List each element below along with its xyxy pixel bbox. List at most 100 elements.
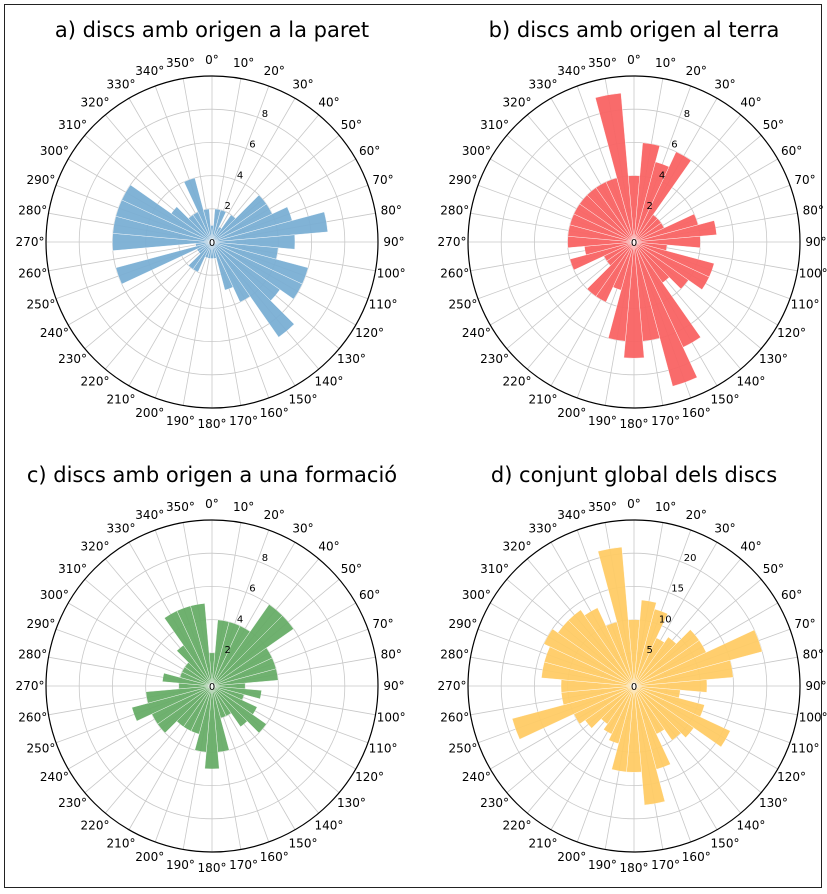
- radial-tick-label: 0: [209, 238, 215, 249]
- angle-tick-label: 100°: [799, 711, 827, 725]
- bar: [211, 685, 248, 728]
- angle-tick-label: 180°: [620, 861, 649, 875]
- angle-tick-label: 140°: [315, 374, 344, 388]
- angle-tick-label: 220°: [81, 374, 110, 388]
- angle-tick-label: 50°: [341, 118, 362, 132]
- bar: [211, 685, 267, 734]
- radial-tick-label: 6: [249, 584, 255, 595]
- bar: [597, 546, 635, 687]
- angle-tick-label: 30°: [714, 521, 735, 535]
- angle-tick-label: 210°: [107, 393, 136, 407]
- bar: [211, 241, 234, 291]
- angle-tick-label: 220°: [503, 818, 532, 832]
- bar: [121, 184, 213, 243]
- radial-tick-label: 5: [646, 645, 652, 656]
- bar: [569, 241, 635, 271]
- radial-tick-label: 0: [631, 682, 637, 693]
- grid-ring: [78, 108, 346, 376]
- angle-tick-label: 320°: [503, 540, 532, 554]
- bar: [567, 609, 635, 687]
- angle-tick-label: 90°: [383, 235, 404, 249]
- angle-tick-label: 120°: [777, 326, 806, 340]
- angle-tick-label: 60°: [781, 588, 802, 602]
- angle-tick-label: 10°: [655, 500, 676, 514]
- radial-tick-label: 6: [671, 140, 677, 151]
- angle-tick-label: 240°: [462, 770, 491, 784]
- angle-tick-label: 230°: [480, 796, 509, 810]
- angle-tick-label: 140°: [737, 818, 766, 832]
- radial-tick-label: 0: [209, 682, 215, 693]
- angle-tick-label: 110°: [369, 741, 398, 755]
- angle-tick-label: 330°: [107, 521, 136, 535]
- grid-spoke: [68, 241, 213, 326]
- angle-tick-label: 50°: [763, 118, 784, 132]
- angle-tick-label: 210°: [529, 837, 558, 851]
- radial-labels: 0 2 4 6 8: [631, 109, 690, 249]
- angle-tick-label: 220°: [503, 374, 532, 388]
- bar: [131, 685, 213, 722]
- bar: [633, 659, 734, 687]
- angle-tick-label: 310°: [480, 562, 509, 576]
- angle-tick-label: 260°: [18, 267, 47, 281]
- angle-tick-label: 50°: [341, 562, 362, 576]
- angle-tick-label: 60°: [359, 588, 380, 602]
- angle-tick-label: 0°: [205, 53, 219, 67]
- radial-labels: 0 5 10 15 20: [631, 553, 697, 693]
- bar: [633, 685, 695, 738]
- angle-tick-label: 280°: [18, 203, 47, 217]
- grid-ring: [112, 586, 312, 787]
- grid-spoke: [182, 241, 213, 406]
- angle-tick-label: 70°: [372, 173, 393, 187]
- radial-tick-label: 8: [262, 109, 268, 120]
- angle-tick-label: 190°: [588, 858, 617, 872]
- angle-tick-label: 200°: [135, 850, 164, 864]
- radial-tick-label: 4: [237, 614, 243, 625]
- angle-tick-label: 80°: [381, 203, 402, 217]
- angle-tick-label: 230°: [58, 352, 87, 366]
- bar: [633, 241, 689, 290]
- bar: [608, 685, 635, 744]
- angle-tick-label: 320°: [81, 540, 110, 554]
- grid-spoke: [154, 241, 213, 399]
- outer-circle: [45, 75, 379, 409]
- angle-tick-label: 330°: [107, 77, 136, 91]
- angle-tick-label: 120°: [355, 770, 384, 784]
- radial-tick-label: 4: [659, 170, 665, 181]
- angle-tick-label: 270°: [438, 235, 467, 249]
- angle-tick-label: 340°: [135, 64, 164, 78]
- angle-tick-label: 20°: [264, 64, 285, 78]
- radial-labels: 0 2 4 6 8: [209, 553, 268, 693]
- angle-tick-label: 270°: [438, 679, 467, 693]
- radial-tick-label: 8: [684, 109, 690, 120]
- bar: [183, 177, 213, 243]
- bar: [211, 209, 227, 243]
- angle-tick-label: 290°: [27, 173, 56, 187]
- bar: [203, 208, 213, 243]
- angle-tick-label: 300°: [40, 588, 69, 602]
- angle-tick-label: 80°: [381, 647, 402, 661]
- radial-tick-label: 2: [224, 645, 230, 656]
- angle-tick-label: 240°: [40, 770, 69, 784]
- bar: [511, 685, 635, 740]
- angle-tick-label: 140°: [315, 818, 344, 832]
- grid-ring: [500, 552, 768, 820]
- angle-tick-label: 130°: [337, 796, 366, 810]
- bar: [633, 151, 692, 243]
- angle-tick-label: 60°: [359, 144, 380, 158]
- angle-tick-label: 170°: [651, 414, 680, 428]
- angle-tick-label: 180°: [198, 417, 227, 431]
- angle-tick-label: 210°: [529, 393, 558, 407]
- grid-spoke: [211, 241, 242, 406]
- angle-tick-label: 310°: [58, 118, 87, 132]
- angle-tick-label: 250°: [27, 741, 56, 755]
- angle-tick-label: 110°: [791, 741, 820, 755]
- angle-tick-label: 0°: [627, 53, 641, 67]
- angle-tick-label: 270°: [16, 679, 45, 693]
- outer-circle: [467, 519, 801, 853]
- bar: [623, 241, 645, 359]
- angle-tick-label: 80°: [803, 647, 824, 661]
- angle-tick-label: 240°: [462, 326, 491, 340]
